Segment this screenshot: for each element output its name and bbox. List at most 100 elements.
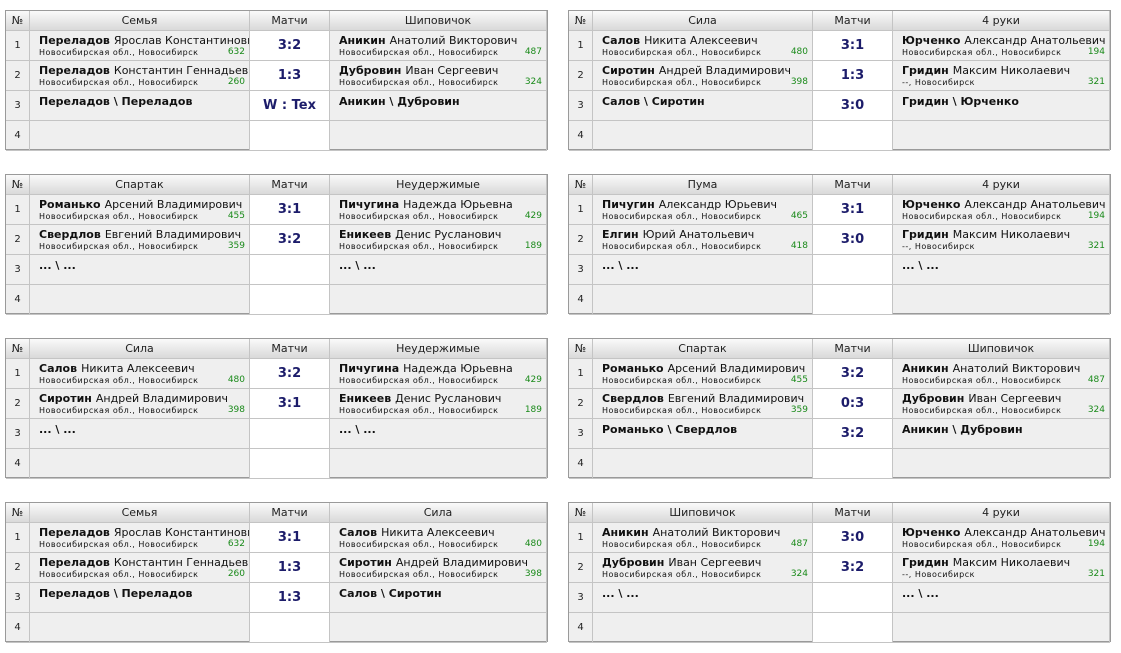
score: 1:3 [813,61,893,91]
region: --, Новосибирск [902,78,975,87]
row-number: 1 [569,523,593,553]
player-cell: Гридин Максим Николаевич --, Новосибирск 32… [893,225,1110,255]
player-name: Юрченко Александр Анатольевич [902,526,1105,539]
player-cell: Переладов Константин Геннадьевич Новосибир… [30,61,250,91]
region: Новосибирская обл., Новосибирск [602,406,762,415]
player-cell [593,121,813,151]
header-cell: Матчи [250,11,330,31]
player-name: Пичугин Александр Юрьевич [602,198,777,211]
player-cell: ... \ ... [893,583,1110,613]
surname: Аникин [339,34,386,47]
header-cell: № [6,503,30,523]
header-cell: Пума [593,175,813,195]
rating: 189 [524,241,542,251]
region: Новосибирская обл., Новосибирск [602,78,762,87]
row-number: 1 [6,523,30,553]
rating: 189 [524,405,542,415]
player-cell: Переладов Ярослав Константинович Новосибир… [30,523,250,553]
header-cell: Шиповичок [593,503,813,523]
player-name: Переладов Ярослав Константинович [39,34,249,47]
first-name: Евгений Владимирович [104,228,242,241]
first-name: Александр Анатольевич [964,526,1106,539]
pair-name: ... \ ... [339,423,376,436]
row-number: 2 [6,389,30,419]
score [813,613,893,643]
player-cell: Романько Арсений Владимирович Новосибирска… [30,195,250,225]
score: 3:1 [813,31,893,61]
score: W : Tex [250,91,330,121]
rating: 455 [227,211,245,221]
surname: Аникин [602,526,649,539]
player-name: Салов Никита Алексеевич [602,34,758,47]
rating: 324 [1087,405,1105,415]
player-cell: ... \ ... [330,419,547,449]
region: Новосибирская обл., Новосибирск [39,570,199,579]
score: 3:1 [250,195,330,225]
pair-name: Аникин \ Дубровин [339,95,460,108]
region: Новосибирская обл., Новосибирск [902,406,1062,415]
player-cell: Салов Никита Алексеевич Новосибирская обл.… [330,523,547,553]
rating: 480 [524,539,542,549]
rating: 429 [524,375,542,385]
header-cell: Матчи [813,339,893,359]
pair-name: Салов \ Сиротин [602,95,705,108]
pair-name: Переладов \ Переладов [39,95,193,108]
surname: Свердлов [39,228,101,241]
rating: 465 [790,211,808,221]
score [813,255,893,285]
pair-name: ... \ ... [902,259,939,272]
first-name: Арсений Владимирович [667,362,806,375]
player-name: Свердлов Евгений Владимирович [39,228,241,241]
row-number: 3 [569,583,593,613]
row-number: 3 [569,91,593,121]
player-cell: Пичугина Надежда Юрьевна Новосибирская обл… [330,359,547,389]
score: 3:0 [813,523,893,553]
player-name: Романько Арсений Владимирович [602,362,805,375]
rating: 398 [790,77,808,87]
region: Новосибирская обл., Новосибирск [339,242,499,251]
rating: 324 [790,569,808,579]
pair-name: ... \ ... [902,587,939,600]
first-name: Арсений Владимирович [104,198,243,211]
score: 3:1 [250,523,330,553]
first-name: Иван Сергеевич [968,392,1062,405]
match-table: № Сила Матчи Неудержимые 1 Салов Никита Алексе… [5,338,548,479]
row-number: 1 [569,31,593,61]
region: Новосибирская обл., Новосибирск [902,540,1062,549]
first-name: Никита Алексеевич [381,526,495,539]
header-cell: Семья [30,11,250,31]
region: Новосибирская обл., Новосибирск [39,48,199,57]
header-cell: № [6,175,30,195]
rating: 260 [227,77,245,87]
header-cell: Матчи [250,339,330,359]
row-number: 3 [569,255,593,285]
first-name: Александр Юрьевич [658,198,777,211]
region: Новосибирская обл., Новосибирск [39,242,199,251]
score: 1:3 [250,583,330,613]
first-name: Надежда Юрьевна [403,362,513,375]
match-table: № Спартак Матчи Неудержимые 1 Романько Арсений… [5,174,548,315]
first-name: Иван Сергеевич [405,64,499,77]
row-number: 4 [6,613,30,643]
pair-name: ... \ ... [39,259,76,272]
player-cell: Переладов Константин Геннадьевич Новосибир… [30,553,250,583]
row-number: 1 [569,359,593,389]
score: 3:1 [813,195,893,225]
first-name: Максим Николаевич [952,64,1071,77]
player-cell: Юрченко Александр Анатольевич Новосибирска… [893,31,1110,61]
surname: Пичугина [339,362,400,375]
header-cell: 4 руки [893,503,1110,523]
score [813,285,893,315]
surname: Романько [39,198,101,211]
region: Новосибирская обл., Новосибирск [339,540,499,549]
surname: Сиротин [39,392,92,405]
surname: Сиротин [339,556,392,569]
region: Новосибирская обл., Новосибирск [339,406,499,415]
player-cell [893,121,1110,151]
player-name: Юрченко Александр Анатольевич [902,34,1105,47]
player-cell: Гридин Максим Николаевич --, Новосибирск 32… [893,553,1110,583]
rating: 260 [227,569,245,579]
score: 1:3 [250,553,330,583]
score: 3:2 [813,359,893,389]
player-cell: Еникеев Денис Русланович Новосибирская обл… [330,225,547,255]
